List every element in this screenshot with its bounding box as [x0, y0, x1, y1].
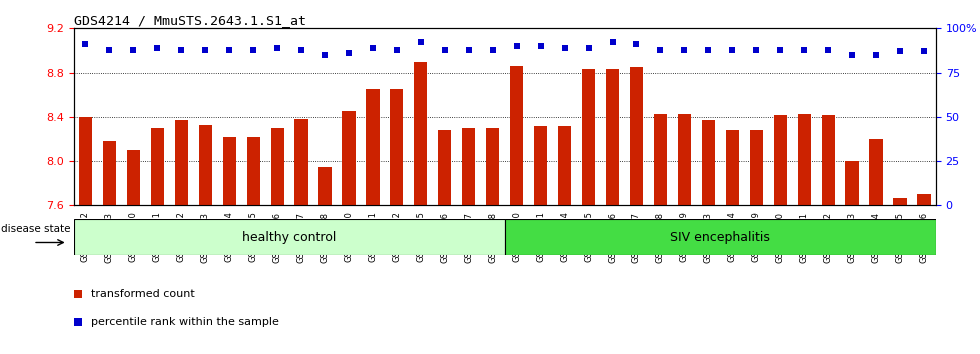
Bar	[678, 114, 691, 205]
Bar	[630, 67, 643, 205]
Bar	[78, 117, 92, 205]
Bar	[367, 89, 379, 205]
Bar	[750, 130, 762, 205]
Bar	[463, 128, 475, 205]
Bar	[415, 62, 427, 205]
Bar	[486, 128, 499, 205]
Bar	[606, 69, 619, 205]
Text: percentile rank within the sample: percentile rank within the sample	[91, 317, 278, 327]
Bar	[894, 198, 906, 205]
Bar	[654, 114, 667, 205]
Bar	[510, 66, 523, 205]
Text: SIV encephalitis: SIV encephalitis	[670, 231, 770, 244]
Text: disease state: disease state	[1, 224, 71, 234]
Bar	[773, 115, 787, 205]
Bar	[222, 137, 236, 205]
Bar	[869, 139, 883, 205]
Bar	[74, 219, 505, 255]
Bar	[821, 115, 835, 205]
Bar	[318, 167, 331, 205]
Bar	[505, 219, 936, 255]
Text: GDS4214 / MmuSTS.2643.1.S1_at: GDS4214 / MmuSTS.2643.1.S1_at	[74, 14, 306, 27]
Text: transformed count: transformed count	[91, 289, 194, 299]
Bar	[558, 126, 571, 205]
Bar	[582, 69, 595, 205]
Bar	[725, 130, 739, 205]
Text: healthy control: healthy control	[242, 231, 336, 244]
Bar	[126, 150, 140, 205]
Bar	[294, 119, 308, 205]
Bar	[534, 126, 547, 205]
Bar	[917, 194, 930, 205]
Bar	[247, 137, 260, 205]
Bar	[199, 125, 212, 205]
Bar	[798, 114, 810, 205]
Bar	[270, 128, 283, 205]
Bar	[342, 111, 356, 205]
Bar	[438, 130, 452, 205]
Bar	[174, 120, 188, 205]
Bar	[103, 141, 116, 205]
Bar	[390, 89, 404, 205]
Bar	[702, 120, 714, 205]
Bar	[151, 128, 164, 205]
Bar	[846, 161, 858, 205]
